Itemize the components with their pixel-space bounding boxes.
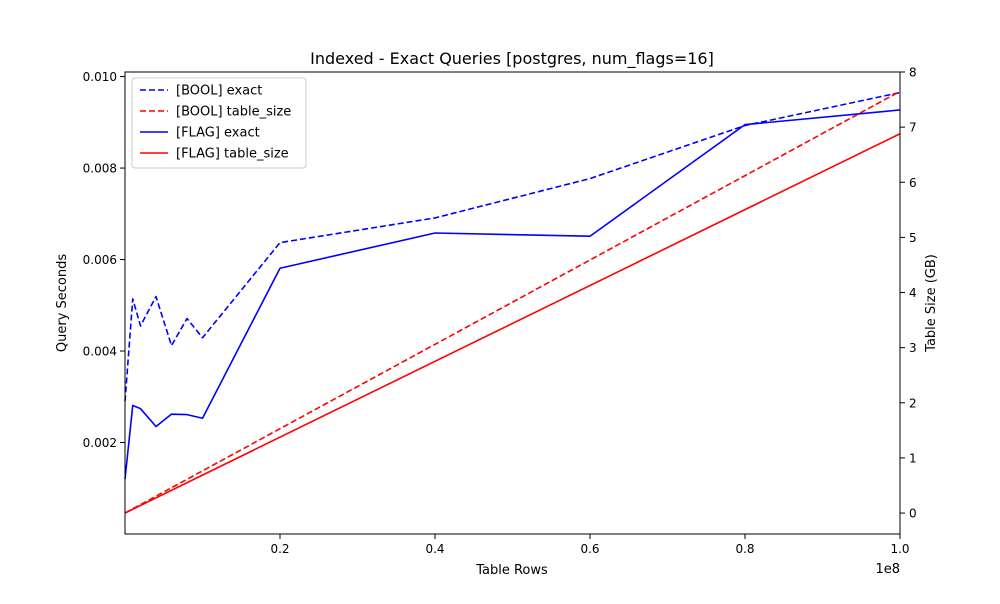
y2-tick-label: 7 <box>909 121 917 135</box>
y2-tick-label: 0 <box>909 507 917 521</box>
x-tick-label: 0.6 <box>580 542 599 556</box>
y2-axis-label: Table Size (GB) <box>924 254 939 353</box>
legend-label: [FLAG] table_size <box>176 147 289 162</box>
y-axis-label: Query Seconds <box>55 254 70 352</box>
y2-tick-label: 2 <box>909 396 917 410</box>
x-axis: 0.2 0.4 0.6 0.8 1.0 <box>270 534 910 556</box>
legend-label: [FLAG] exact <box>176 126 260 141</box>
y-tick-label: 0.002 <box>83 436 117 450</box>
y-axis-left: 0.002 0.004 0.006 0.008 0.010 <box>83 70 125 450</box>
y2-tick-label: 5 <box>909 231 917 245</box>
plot-area <box>124 90 901 514</box>
y2-tick-label: 3 <box>909 341 917 355</box>
y2-tick-label: 8 <box>909 66 917 80</box>
legend-box <box>131 77 307 169</box>
y-axis-right: 0 1 2 3 4 5 6 7 8 <box>900 66 917 521</box>
legend: [BOOL] exact [BOOL] table_size [FLAG] exac… <box>131 77 307 169</box>
series-line-1 <box>124 90 901 514</box>
plot-frame <box>124 71 901 535</box>
x-tick-label: 1.0 <box>890 542 909 556</box>
y2-tick-label: 6 <box>909 176 917 190</box>
legend-label: [BOOL] exact <box>176 84 262 99</box>
legend-label: [BOOL] table_size <box>176 105 291 120</box>
x-tick-label: 0.8 <box>735 542 754 556</box>
series-line-2 <box>124 109 901 480</box>
series-line-0 <box>124 91 901 402</box>
y2-tick-label: 1 <box>909 451 917 465</box>
x-axis-label: Table Rows <box>475 563 548 578</box>
y-tick-label: 0.006 <box>83 253 117 267</box>
x-tick-label: 0.2 <box>270 542 289 556</box>
series-line-3 <box>124 133 901 514</box>
x-axis-offset-text: 1e8 <box>875 562 900 577</box>
y-tick-label: 0.010 <box>83 70 117 84</box>
y-tick-label: 0.004 <box>83 345 117 359</box>
y-tick-label: 0.008 <box>83 162 117 176</box>
chart-title: Indexed - Exact Queries [postgres, num_f… <box>310 49 714 69</box>
y2-tick-label: 4 <box>909 286 917 300</box>
x-tick-label: 0.4 <box>425 542 444 556</box>
